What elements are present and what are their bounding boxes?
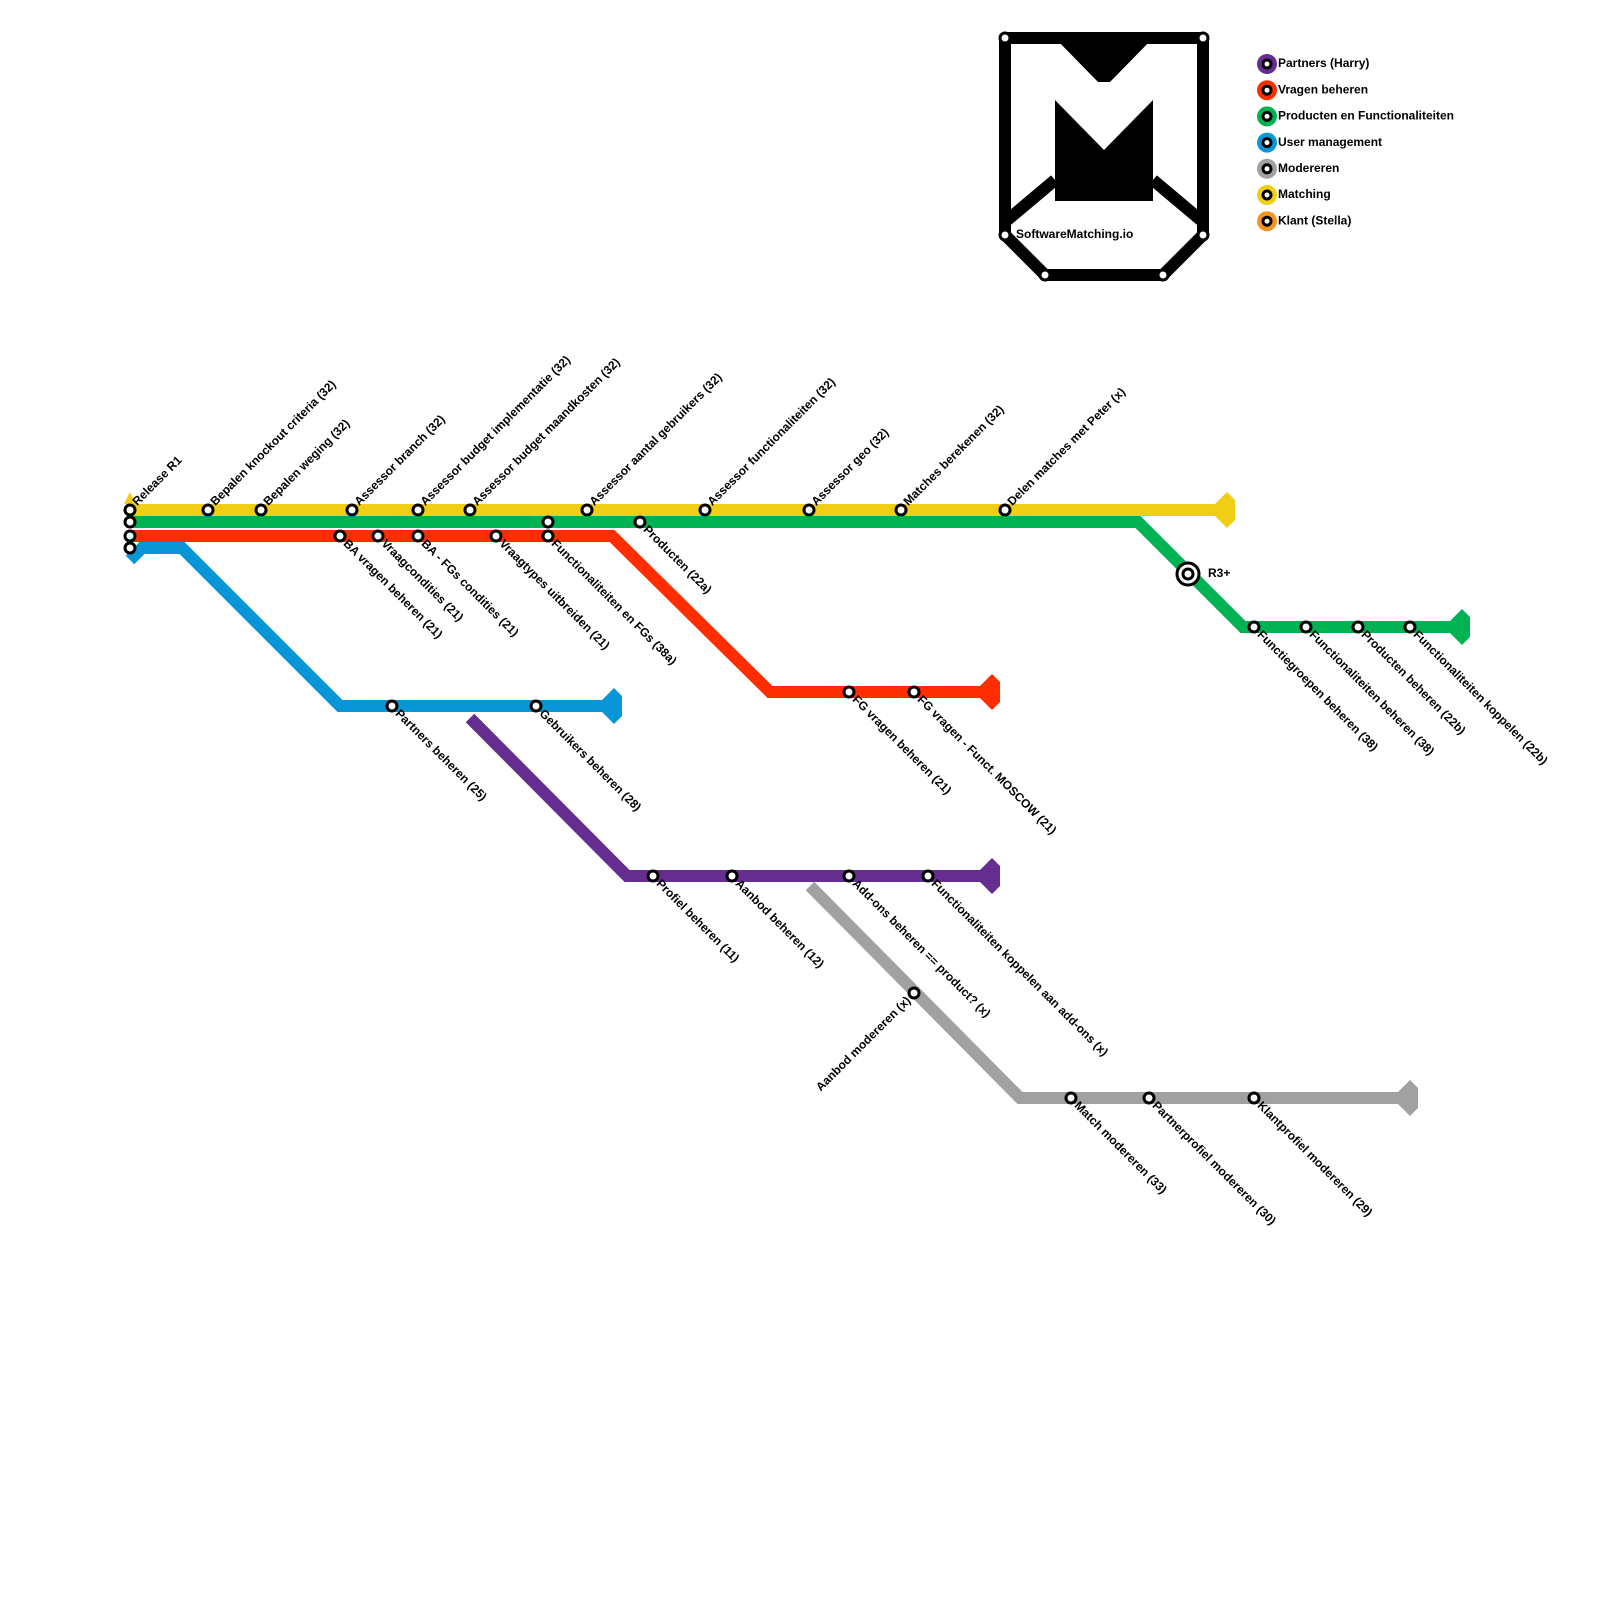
station	[725, 869, 739, 883]
legend-station	[1261, 215, 1273, 227]
station	[842, 685, 856, 699]
station	[580, 503, 594, 517]
legend-station	[1261, 58, 1273, 70]
station	[894, 503, 908, 517]
station	[633, 515, 647, 529]
legend-label: Vragen beheren	[1278, 82, 1368, 96]
station	[1403, 620, 1417, 634]
station-label: Profiel beheren (11)	[654, 876, 743, 965]
station	[201, 503, 215, 517]
legend-label: Matching	[1278, 187, 1331, 201]
station	[1247, 620, 1261, 634]
station-label: Bepalen weging (32)	[260, 416, 352, 508]
station	[1299, 620, 1313, 634]
station	[921, 869, 935, 883]
station-label: Matches berekenen (32)	[900, 402, 1006, 508]
station	[385, 699, 399, 713]
station	[907, 685, 921, 699]
station	[254, 503, 268, 517]
legend-station	[1261, 189, 1273, 201]
station	[529, 699, 543, 713]
station	[802, 503, 816, 517]
station-label: Producten (22a)	[641, 522, 715, 596]
legend-station	[1261, 84, 1273, 96]
logo: SoftwareMatching.io	[998, 31, 1210, 282]
station	[698, 503, 712, 517]
lines	[124, 492, 1470, 1116]
legend-station	[1261, 110, 1273, 122]
station	[411, 503, 425, 517]
legend: Partners (Harry) Vragen beheren Producten …	[1257, 54, 1454, 232]
legend-station	[1261, 137, 1273, 149]
station	[541, 529, 555, 543]
station	[842, 869, 856, 883]
station-label: Delen matches met Peter (x)	[1004, 385, 1128, 509]
station-label: Klantprofiel modereren (29)	[1255, 1098, 1376, 1219]
station	[1142, 1091, 1156, 1105]
station-label: Assessor aantal gebruikers (32)	[586, 370, 724, 508]
logo-text: SoftwareMatching.io	[1016, 227, 1133, 241]
legend-label: User management	[1278, 135, 1382, 149]
legend-station	[1261, 163, 1273, 175]
interchange-label: R3+	[1208, 566, 1230, 580]
interchange: R3+	[1175, 561, 1230, 587]
legend-label: Modereren	[1278, 161, 1339, 175]
station-label: Producten beheren (22b)	[1359, 627, 1469, 737]
legend-label: Producten en Functionaliteiten	[1278, 109, 1454, 123]
station	[1247, 1091, 1261, 1105]
station	[646, 869, 660, 883]
station	[1351, 620, 1365, 634]
station-label: Release R1	[129, 453, 184, 508]
station	[1064, 1091, 1078, 1105]
station-label: FG vragen - Funct. MOSCOW (21)	[915, 692, 1060, 837]
station-label: Assessor geo (32)	[808, 425, 891, 508]
station	[333, 529, 347, 543]
station	[371, 529, 385, 543]
station-label: Aanbod modereren (x)	[813, 993, 913, 1093]
station	[998, 503, 1012, 517]
station	[411, 529, 425, 543]
station	[123, 503, 137, 517]
legend-label: Partners (Harry)	[1278, 56, 1369, 70]
station	[345, 503, 359, 517]
station	[463, 503, 477, 517]
legend-label: Klant (Stella)	[1278, 213, 1351, 227]
station-label: Partnerprofiel modereren (30)	[1150, 1098, 1279, 1227]
station	[489, 529, 503, 543]
station	[907, 986, 921, 1000]
